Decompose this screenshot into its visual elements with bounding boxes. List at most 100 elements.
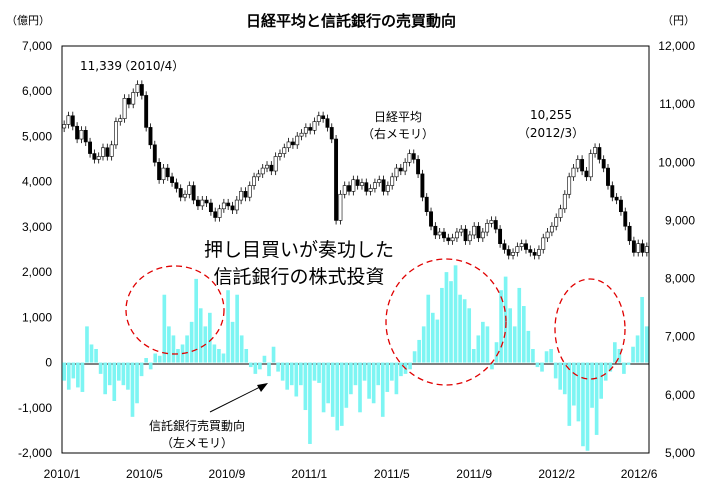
nikkei-candle [234,199,239,211]
left-axis-unit: （億円） [6,14,50,27]
trust-bar [458,294,462,363]
trust-bar [426,294,431,363]
trust-bar [626,362,631,365]
trust-bar [540,362,544,372]
trust-bar [590,362,594,408]
trust-bar [94,348,98,363]
nikkei-candle [446,237,451,242]
peak1-date: （2010/4） [118,59,184,73]
left-tick-label: 6,000 [22,84,52,98]
trust-bar [440,287,444,363]
trust-bar [467,308,472,363]
nikkei-candle [593,147,597,154]
nikkei-candle [528,249,533,253]
trust-bar [326,362,330,404]
nikkei-candle [170,176,174,183]
trust-bar [635,335,640,363]
trust-bar [217,348,221,363]
trust-bar [512,326,517,363]
nikkei-candle [183,193,187,198]
trust-bar [148,362,153,370]
x-tick-label: 2010/1 [44,467,81,481]
x-tick-label: 2010/5 [126,467,163,481]
nikkei-candle [286,141,291,149]
trust-bar [358,362,362,413]
nikkei-candle [75,125,80,140]
left-tick-label: 4,000 [22,175,52,189]
nikkei-candle [442,231,446,239]
nikkei-candle [437,231,442,236]
nikkei-candle [208,202,213,213]
trust-bar [212,344,217,363]
nikkei-candle [433,225,438,236]
nikkei-candle [114,121,118,146]
right-axis-unit: （円） [662,14,695,27]
nikkei-candle [118,118,123,122]
nikkei-candle [230,205,235,211]
trust-bar [531,348,535,363]
trust-bar [117,362,121,381]
nikkei-candle [135,84,140,93]
trust-bar [390,362,394,381]
nikkei-candle [567,176,572,195]
highlight-ellipse-2011 [385,258,507,386]
trust-bar [485,326,490,363]
trust-bar [71,362,76,379]
nikkei-candle [226,202,231,207]
nikkei-candle [148,127,153,146]
trust-bar [121,362,126,386]
trust-bar [308,362,312,444]
trust-bar [98,362,103,374]
trust-bar [453,265,458,363]
trust-bar [112,362,117,401]
trust-bar [66,362,71,390]
trust-bar [417,339,421,363]
nikkei-candle [588,153,593,178]
trust-bar [85,326,89,363]
trust-bar [194,278,199,363]
trust-bar [608,362,613,372]
trust-bar [376,362,381,386]
nikkei-candle [541,237,546,250]
nikkei-candle [558,208,563,218]
x-tick-label: 2012/6 [621,467,658,481]
nikkei-candle [644,246,649,253]
chart-title: 日経平均と信託銀行の売買動向 [246,12,456,30]
nikkei-candle [273,156,278,172]
nikkei-candle [252,176,257,186]
trust-bar [162,294,167,363]
highlight-ellipse-2012 [554,278,626,380]
trust-bar [349,362,353,395]
trust-label-1: 信託銀行売買動向 [149,418,245,433]
trust-bar [644,326,649,363]
trust-bar [367,362,371,399]
trust-bar [289,362,294,386]
nikkei-candle [174,182,179,189]
trust-bar [226,290,230,363]
nikkei-candle [575,159,580,169]
trust-bar [230,321,235,363]
nikkei-label-1: 日経平均 [374,110,422,124]
trust-bar [239,335,244,363]
trust-bar [262,355,267,363]
trust-label-2: （左メモリ） [161,435,233,450]
trust-bar [572,362,576,406]
trust-bar [135,362,139,404]
nikkei-candle [342,185,347,195]
nikkei-candle [126,98,131,105]
trust-bar [613,342,617,363]
trust-bar [339,362,344,426]
trust-bar [444,272,449,363]
nikkei-candle [429,211,433,227]
nikkei-candle [139,84,144,96]
trust-bar [631,346,635,363]
nikkei-candle [278,153,282,157]
x-tick-label: 2011/1 [291,467,327,481]
nikkei-candle [83,130,88,143]
nikkei-candle [562,193,567,210]
nikkei-candle [256,173,261,178]
trust-bar [521,306,526,363]
trust-bar [362,362,367,381]
nikkei-candle [191,185,196,201]
